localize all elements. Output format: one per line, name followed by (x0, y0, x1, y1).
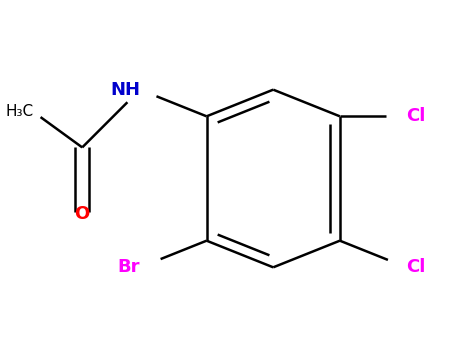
Text: H₃C: H₃C (5, 104, 33, 119)
Text: Cl: Cl (406, 258, 426, 276)
Text: Br: Br (118, 258, 140, 276)
Text: Cl: Cl (406, 107, 426, 125)
Text: NH: NH (110, 81, 140, 99)
Text: O: O (75, 205, 90, 223)
